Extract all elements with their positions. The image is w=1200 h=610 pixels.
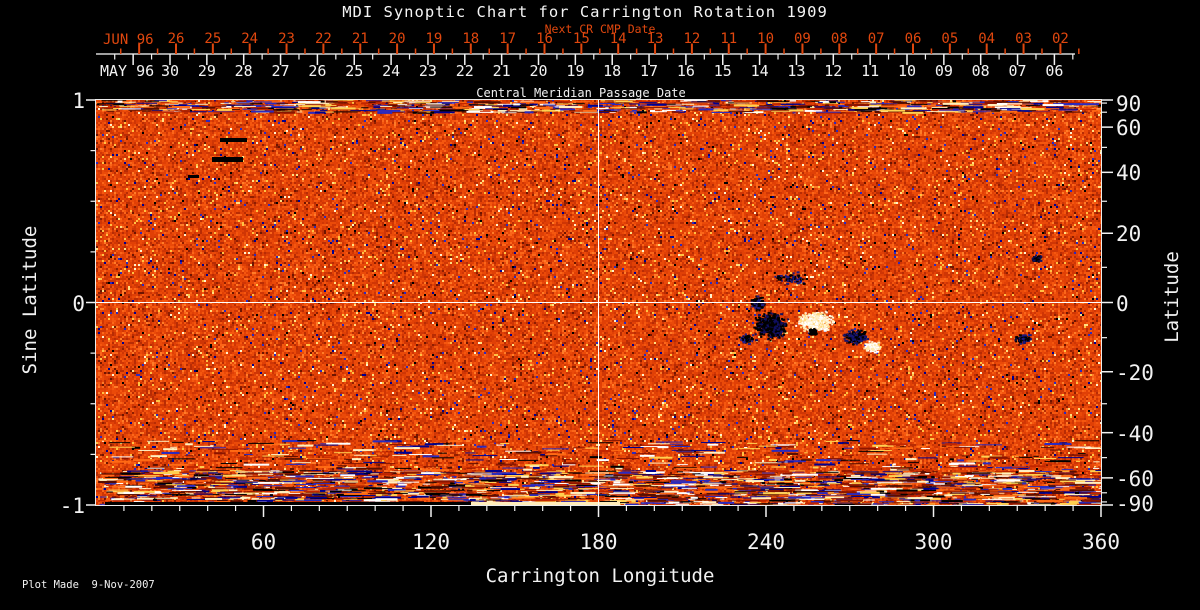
tick-label: 12: [683, 31, 701, 47]
tick-label: 02: [1051, 31, 1069, 47]
tick-label: 10: [757, 31, 775, 47]
tick-label: 12: [824, 62, 843, 80]
tick-label: 15: [572, 31, 590, 47]
tick-label: 03: [1015, 31, 1032, 47]
tick-label: 29: [197, 62, 216, 80]
tick-label: -90: [1116, 492, 1154, 516]
tick-label: 05: [941, 31, 959, 47]
tick-label: 22: [314, 31, 332, 47]
tick-label: -1: [59, 494, 85, 518]
tick-label: 25: [345, 62, 364, 80]
tick-label: 13: [646, 31, 664, 47]
tick-label: 16: [676, 62, 695, 80]
tick-label: 24: [382, 62, 401, 80]
left-axis-title: Sine Latitude: [19, 225, 41, 375]
tick-label: 180: [579, 530, 618, 554]
tick-label: 60: [250, 530, 277, 554]
tick-label: -20: [1116, 360, 1154, 385]
tick-label: 21: [492, 62, 511, 80]
tick-label: 25: [204, 31, 222, 47]
tick-label: 26: [167, 31, 185, 47]
tick-label: 1: [72, 89, 85, 113]
tick-label: 90: [1116, 92, 1142, 116]
tick-label: 07: [1008, 62, 1027, 80]
tick-label: 60: [1116, 116, 1142, 141]
tick-label: 19: [425, 31, 443, 47]
tick-label: -40: [1116, 421, 1154, 446]
tick-label: 20: [388, 31, 406, 47]
next-cr-cmp-date-label: Next CR CMP Date: [544, 22, 656, 36]
tick-label: 23: [418, 62, 437, 80]
tick-label: 28: [234, 62, 253, 80]
tick-label: 300: [914, 530, 953, 554]
tick-label: 04: [978, 31, 996, 47]
tick-label: 18: [462, 31, 480, 47]
tick-label: 19: [566, 62, 585, 80]
tick-label: 30: [160, 62, 180, 80]
tick-label: 22: [455, 62, 474, 80]
tick-label: 17: [499, 31, 517, 47]
tick-label: 13: [787, 62, 806, 80]
tick-label: 21: [351, 31, 369, 47]
cmp-axis-title: Central Meridian Passage Date: [476, 86, 686, 100]
tick-label: 15: [713, 62, 732, 80]
tick-label: 240: [747, 530, 785, 554]
tick-label: 17: [640, 62, 659, 80]
tick-label: 08: [971, 62, 990, 80]
tick-label: 360: [1082, 530, 1120, 554]
tick-label: 09: [934, 62, 953, 80]
tick-label: 16: [536, 31, 553, 47]
tick-label: 07: [867, 31, 885, 47]
tick-label: 11: [861, 62, 880, 80]
tick-label: 120: [412, 530, 450, 554]
tick-label: -60: [1116, 466, 1154, 491]
tick-label: 24: [241, 31, 259, 47]
page-title: MDI Synoptic Chart for Carrington Rotati…: [342, 3, 828, 21]
tick-label: 23: [278, 31, 295, 47]
tick-label: 18: [603, 62, 622, 80]
next-cr-month-label: JUN 96: [103, 32, 154, 48]
tick-label: 09: [794, 31, 811, 47]
tick-label: 06: [1045, 62, 1064, 80]
tick-label: 20: [529, 62, 548, 80]
tick-label: 20: [1116, 222, 1142, 247]
magnetogram-image: [96, 100, 1101, 505]
tick-label: 06: [904, 31, 922, 47]
tick-label: 14: [609, 31, 627, 47]
tick-label: 11: [720, 31, 738, 47]
tick-label: 08: [830, 31, 848, 47]
tick-label: 27: [271, 62, 290, 80]
cmp-month-label: MAY 96: [100, 62, 155, 80]
x-axis-title: Carrington Longitude: [485, 565, 715, 587]
right-axis-title: Latitude: [1161, 251, 1183, 343]
tick-label: 14: [750, 62, 769, 80]
tick-label: 10: [897, 62, 917, 80]
tick-label: 0: [72, 291, 85, 316]
plot-made-note: Plot Made 9-Nov-2007: [22, 579, 155, 591]
tick-label: 26: [308, 62, 327, 80]
tick-label: 40: [1116, 161, 1142, 186]
tick-label: 0: [1116, 291, 1129, 316]
